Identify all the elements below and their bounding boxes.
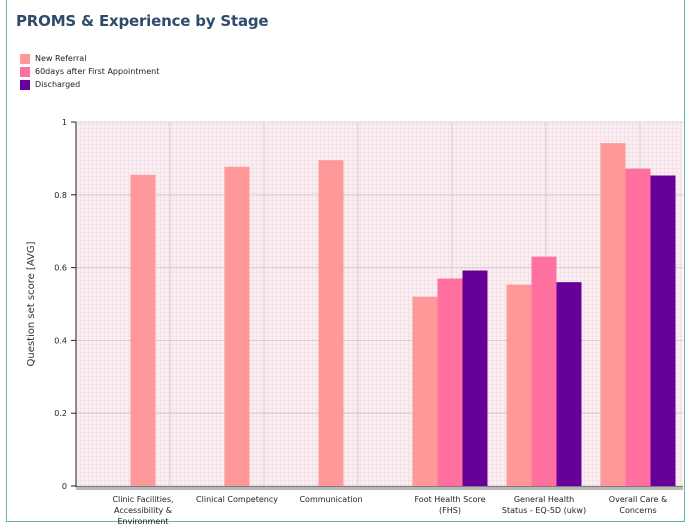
bar xyxy=(600,143,626,486)
bar xyxy=(437,278,463,486)
y-tick-label: 0.6 xyxy=(54,264,67,273)
x-category-label-line: Concerns xyxy=(619,506,656,515)
x-category-label-line: (FHS) xyxy=(439,506,461,515)
bar xyxy=(130,174,156,486)
x-category-label: Clinical Competency xyxy=(196,495,278,504)
bar xyxy=(506,284,532,486)
plot-fine-grid xyxy=(76,122,683,486)
legend: New Referral 60days after First Appointm… xyxy=(20,52,159,91)
x-category-label-line: Communication xyxy=(299,495,362,504)
legend-label: New Referral xyxy=(35,54,87,63)
y-tick-label: 0.8 xyxy=(54,191,67,200)
y-tick-label: 1 xyxy=(62,118,67,127)
legend-item-new-referral[interactable]: New Referral xyxy=(20,52,159,65)
x-category-label: Communication xyxy=(299,495,362,504)
x-category-label-line: General Health xyxy=(514,495,574,504)
y-tick-label: 0.4 xyxy=(54,336,67,345)
x-category-label: Clinic Facilities, Accessibility & Environ… xyxy=(112,495,173,524)
x-category-label: Overall Care & Concerns xyxy=(609,495,667,515)
bar xyxy=(650,175,676,486)
y-axis-title: Question set score [AVG] xyxy=(26,241,37,366)
x-category-label: General Health Status - EQ-5D (ukw) xyxy=(502,495,586,515)
x-category-label-line: Clinic Facilities, xyxy=(112,495,173,504)
bar xyxy=(556,282,582,486)
bar xyxy=(318,160,344,486)
legend-label: Discharged xyxy=(35,80,81,89)
legend-swatch xyxy=(20,79,30,90)
legend-label: 60days after First Appointment xyxy=(35,67,160,76)
bar xyxy=(412,296,438,486)
x-category-label-line: Foot Health Score xyxy=(414,495,485,504)
x-axis-shadow xyxy=(76,487,683,490)
bar xyxy=(531,256,557,486)
x-category-label-line: Overall Care & xyxy=(609,495,667,504)
bar xyxy=(462,270,488,486)
chart-frame xyxy=(6,0,685,522)
legend-item-discharged[interactable]: Discharged xyxy=(20,78,159,91)
x-category-label: Foot Health Score (FHS) xyxy=(414,495,485,515)
bar xyxy=(224,166,250,486)
x-category-label-line: Environment xyxy=(117,517,168,524)
legend-item-60days[interactable]: 60days after First Appointment xyxy=(20,65,159,78)
x-category-label-line: Clinical Competency xyxy=(196,495,278,504)
y-tick-label: 0.2 xyxy=(54,409,67,418)
legend-swatch xyxy=(20,66,30,77)
x-category-label-line: Accessibility & xyxy=(114,506,172,515)
page-title: PROMS & Experience by Stage xyxy=(16,12,269,30)
y-tick-label: 0 xyxy=(62,482,67,491)
bar xyxy=(625,168,651,487)
legend-swatch xyxy=(20,53,30,64)
x-category-label-line: Status - EQ-5D (ukw) xyxy=(502,506,586,515)
